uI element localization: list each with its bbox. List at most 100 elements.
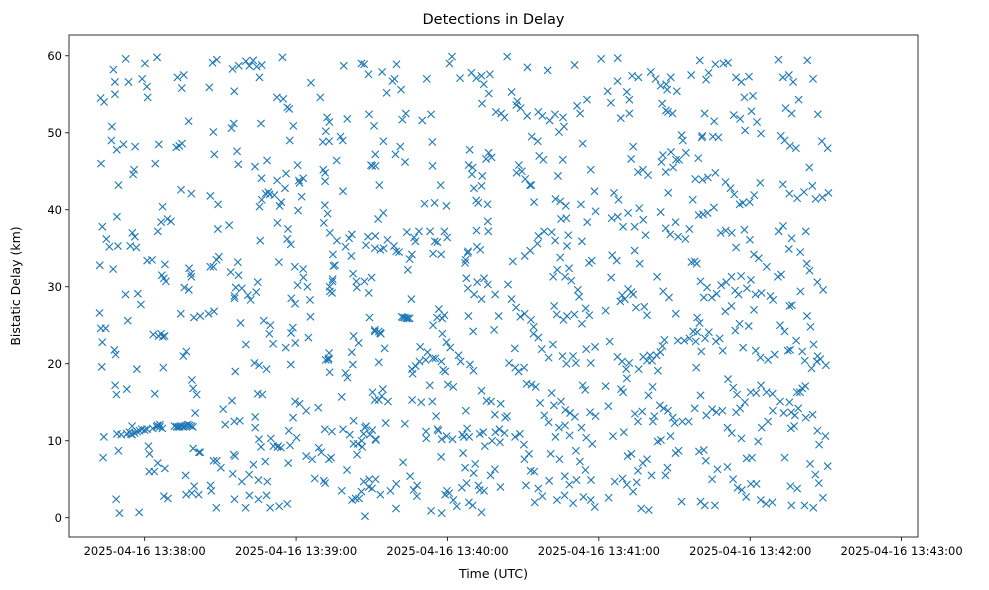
data-point-marker bbox=[109, 65, 118, 74]
data-point-marker bbox=[112, 495, 121, 504]
data-point-marker bbox=[697, 347, 706, 356]
data-point-marker bbox=[586, 359, 595, 367]
data-point-marker bbox=[514, 367, 523, 376]
data-point-marker bbox=[724, 58, 733, 67]
data-point-marker bbox=[339, 425, 347, 434]
data-point-marker bbox=[153, 459, 162, 468]
data-point-marker bbox=[813, 110, 822, 119]
data-point-marker bbox=[818, 493, 827, 502]
data-point-marker bbox=[632, 478, 641, 487]
data-point-marker bbox=[638, 407, 647, 416]
data-point-marker bbox=[254, 476, 263, 485]
data-point-marker bbox=[266, 434, 275, 443]
data-point-marker bbox=[325, 118, 334, 126]
data-point-marker bbox=[291, 338, 300, 347]
data-point-marker bbox=[746, 275, 755, 284]
data-point-marker bbox=[519, 440, 528, 449]
data-point-marker bbox=[768, 389, 777, 398]
data-point-marker bbox=[576, 200, 585, 209]
data-point-marker bbox=[641, 231, 650, 240]
data-point-marker bbox=[135, 508, 144, 517]
data-point-marker bbox=[237, 477, 246, 486]
data-point-marker bbox=[249, 56, 258, 65]
data-point-marker bbox=[196, 448, 205, 457]
data-point-marker bbox=[262, 491, 271, 500]
data-point-marker bbox=[661, 106, 670, 115]
data-point-marker bbox=[403, 314, 412, 323]
data-point-marker bbox=[323, 209, 332, 218]
data-point-marker bbox=[219, 405, 228, 414]
data-point-marker bbox=[491, 108, 500, 116]
data-point-marker bbox=[440, 311, 449, 320]
data-point-marker bbox=[461, 463, 470, 472]
data-point-marker bbox=[292, 433, 301, 442]
data-point-marker bbox=[422, 74, 431, 83]
data-point-marker bbox=[272, 93, 281, 102]
data-point-marker bbox=[468, 501, 477, 510]
data-point-marker bbox=[360, 277, 369, 286]
data-point-marker bbox=[187, 272, 196, 281]
x-axis-label: Time (UTC) bbox=[458, 566, 528, 581]
data-point-marker bbox=[445, 489, 454, 498]
data-point-marker bbox=[778, 73, 787, 82]
data-point-marker bbox=[520, 251, 529, 260]
data-point-marker bbox=[784, 71, 793, 80]
data-point-marker bbox=[270, 191, 279, 200]
data-point-marker bbox=[461, 258, 470, 267]
data-point-marker bbox=[723, 423, 732, 432]
data-point-marker bbox=[622, 480, 631, 489]
data-point-marker bbox=[437, 357, 446, 366]
data-point-marker bbox=[661, 471, 670, 480]
data-point-marker bbox=[461, 255, 470, 264]
data-point-marker bbox=[390, 74, 399, 83]
data-point-marker bbox=[361, 241, 370, 250]
data-point-marker bbox=[800, 501, 809, 510]
data-point-marker bbox=[742, 492, 751, 501]
data-point-marker bbox=[303, 282, 312, 291]
data-point-marker bbox=[214, 200, 223, 209]
data-point-marker bbox=[310, 474, 319, 483]
data-point-marker bbox=[473, 278, 482, 287]
data-point-marker bbox=[191, 409, 200, 418]
x-tick-label: 2025-04-16 13:41:00 bbox=[538, 544, 660, 558]
data-point-marker bbox=[648, 417, 657, 426]
data-point-marker bbox=[98, 222, 107, 231]
data-point-marker bbox=[591, 207, 600, 216]
data-point-marker bbox=[160, 260, 169, 269]
data-point-marker bbox=[469, 469, 478, 478]
data-point-marker bbox=[458, 430, 467, 439]
data-point-marker bbox=[653, 272, 662, 281]
data-point-marker bbox=[97, 362, 106, 371]
data-point-marker bbox=[709, 203, 718, 212]
data-point-marker bbox=[233, 147, 242, 156]
data-point-marker bbox=[619, 222, 628, 231]
data-point-marker bbox=[494, 312, 503, 321]
data-point-marker bbox=[187, 375, 196, 384]
data-point-marker bbox=[359, 429, 368, 438]
data-point-marker bbox=[236, 318, 245, 327]
data-point-marker bbox=[427, 110, 436, 119]
data-point-marker bbox=[714, 133, 723, 142]
data-point-marker bbox=[293, 161, 302, 170]
y-tick-label: 60 bbox=[47, 49, 62, 63]
y-axis-ticks: 0 10 20 30 40 50 60 bbox=[47, 49, 69, 525]
data-point-marker bbox=[194, 448, 203, 457]
data-point-marker bbox=[479, 428, 488, 437]
data-point-marker bbox=[656, 81, 665, 90]
data-point-marker bbox=[349, 416, 358, 425]
data-point-marker bbox=[163, 494, 172, 503]
data-point-marker bbox=[159, 492, 168, 501]
data-point-marker bbox=[102, 235, 111, 244]
data-point-marker bbox=[762, 499, 771, 508]
data-point-marker bbox=[558, 155, 567, 164]
data-point-marker bbox=[566, 409, 575, 418]
data-point-marker bbox=[462, 274, 471, 283]
data-point-marker bbox=[437, 250, 446, 259]
data-point-marker bbox=[695, 318, 704, 327]
data-point-marker bbox=[428, 161, 437, 170]
data-point-marker bbox=[534, 333, 543, 342]
data-point-marker bbox=[745, 235, 754, 244]
data-point-marker bbox=[257, 442, 265, 451]
data-point-marker bbox=[644, 391, 653, 400]
data-point-marker bbox=[701, 334, 710, 343]
